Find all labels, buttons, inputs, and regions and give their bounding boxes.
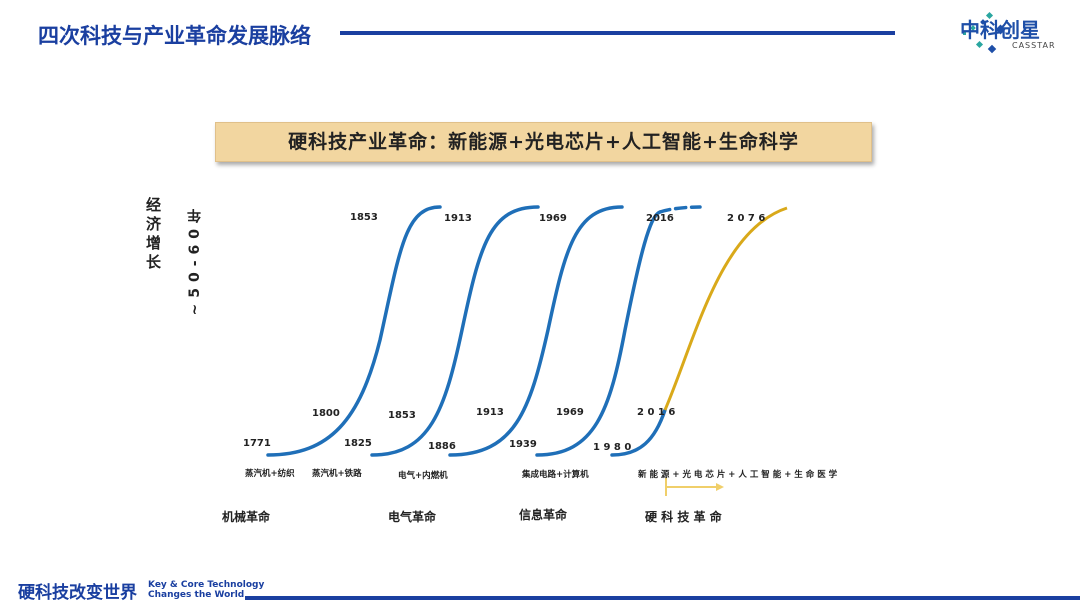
hard-tech-arrow: [665, 478, 716, 496]
footer-slogan-line2: Changes the World: [148, 590, 245, 600]
logo-subtext: CASSTAR: [1012, 41, 1056, 50]
year-label: 1825: [344, 438, 372, 449]
wave-curve-hard-tech: [663, 206, 788, 411]
footer-slogan: Key & Core Technology Changes the World: [148, 580, 264, 600]
headline-banner: 硬科技产业革命：新能源+光电芯片+人工智能+生命科学: [215, 122, 872, 162]
wave-curve-4: [535, 210, 662, 457]
year-label: 1771: [243, 438, 271, 449]
year-label: 1853: [350, 212, 378, 223]
year-label: 2 0 1 6: [637, 407, 675, 418]
year-label: 2 0 7 6: [727, 213, 765, 224]
era-label: 硬 科 技 革 命: [645, 509, 723, 524]
year-label: 1913: [444, 213, 472, 224]
year-label: 1969: [556, 407, 584, 418]
arrow-head-icon: [716, 483, 724, 491]
wave-curve-2: [370, 205, 540, 457]
footer-slogan-line1: Key & Core Technology: [148, 580, 265, 590]
page-title: 四次科技与产业革命发展脉络: [38, 24, 311, 48]
era-label: 机械革命: [222, 509, 271, 524]
wave-curve-5: [610, 408, 667, 457]
wave-curve-4-dashed-top: [658, 205, 702, 214]
tech-label: 蒸汽机+纺织: [245, 468, 295, 479]
footer-divider: [245, 596, 1080, 600]
year-label: 1913: [476, 407, 504, 418]
year-label: 2016: [646, 213, 674, 224]
wave-curve-1: [266, 205, 442, 457]
title-divider: [340, 31, 895, 35]
y-axis-label: 经济增长: [146, 196, 162, 271]
year-label: 1886: [428, 441, 456, 452]
year-label: 1800: [312, 408, 340, 419]
casstar-logo-icon: [963, 11, 1006, 54]
tech-label: 电气+内燃机: [398, 470, 448, 481]
tech-label: 新 能 源 + 光 电 芯 片 + 人 工 智 能 + 生 命 医 学: [638, 469, 838, 480]
logo-text: 中科创星: [960, 18, 1040, 42]
tech-label: 蒸汽机+铁路: [312, 468, 362, 479]
era-label: 信息革命: [519, 507, 568, 522]
tech-label: 集成电路+计算机: [521, 469, 589, 480]
year-label: 1 9 8 0: [593, 442, 631, 453]
year-label: 1939: [509, 439, 537, 450]
year-label: 1969: [539, 213, 567, 224]
year-label: 1853: [388, 410, 416, 421]
wave-curve-3: [448, 205, 624, 457]
era-label: 电气革命: [388, 509, 437, 524]
footer-title: 硬科技改变世界: [18, 583, 137, 603]
